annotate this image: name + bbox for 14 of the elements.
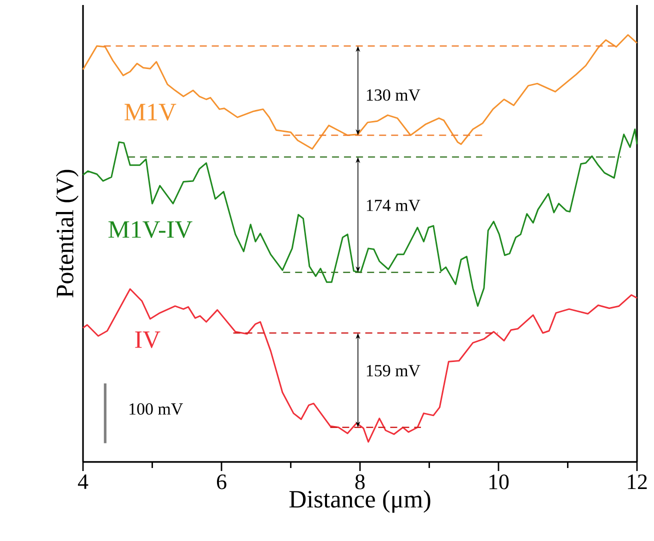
annotation: 130 mV — [366, 89, 420, 101]
series-label: IV — [135, 331, 160, 348]
series-label: M1V-IV — [108, 221, 192, 238]
x-tick-label: 12 — [628, 474, 647, 490]
x-tick-label: 8 — [355, 474, 365, 490]
x-tick-label: 6 — [216, 474, 226, 490]
x-tick-label: 10 — [489, 474, 509, 490]
annotation: 100 mV — [130, 403, 183, 415]
annotation: 159 mV — [366, 365, 420, 376]
y-axis-title: Potential (V) — [56, 170, 78, 298]
annotation: 174 mV — [366, 200, 420, 212]
series-label: M1V — [124, 104, 176, 121]
x-axis-title: Distance (μm) — [289, 490, 430, 513]
x-tick-label: 4 — [78, 474, 88, 489]
